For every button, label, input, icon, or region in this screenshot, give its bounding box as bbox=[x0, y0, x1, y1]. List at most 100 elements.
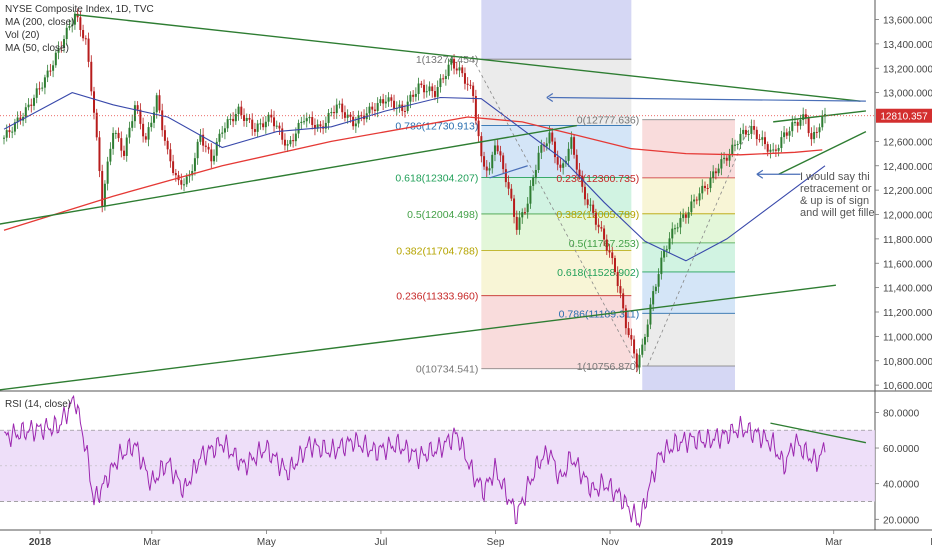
fib-band bbox=[481, 0, 632, 60]
candle-body bbox=[49, 70, 52, 72]
candle-body bbox=[488, 168, 491, 171]
candle-body bbox=[226, 119, 229, 129]
fib-band bbox=[642, 313, 735, 367]
candle-body bbox=[87, 38, 90, 62]
candle-body bbox=[668, 238, 671, 250]
fib-level-label: 0.618(11528.902) bbox=[557, 267, 639, 279]
candle-body bbox=[202, 134, 205, 146]
candle-body bbox=[663, 250, 666, 258]
candle-body bbox=[52, 65, 55, 71]
candle-body bbox=[98, 137, 101, 172]
candle-body bbox=[682, 214, 685, 219]
candle-body bbox=[641, 344, 644, 355]
candle-body bbox=[278, 125, 281, 129]
candle-body bbox=[262, 123, 265, 128]
time-tick-label: Ma bbox=[930, 537, 932, 548]
candle-body bbox=[180, 180, 183, 185]
candle-body bbox=[466, 83, 469, 85]
candle-body bbox=[575, 154, 578, 170]
candle-body bbox=[450, 59, 453, 65]
candle-body bbox=[188, 175, 191, 177]
candle-body bbox=[551, 132, 554, 142]
candle-body bbox=[496, 145, 499, 152]
candle-body bbox=[161, 110, 164, 131]
candle-body bbox=[229, 118, 232, 120]
candle-body bbox=[142, 123, 145, 137]
candle-body bbox=[463, 73, 466, 84]
candle-body bbox=[458, 67, 461, 71]
candle-body bbox=[518, 217, 521, 230]
time-tick-label: May bbox=[257, 537, 276, 548]
candle-body bbox=[387, 97, 390, 102]
fib-connector bbox=[472, 59, 638, 366]
candle-body bbox=[804, 114, 807, 119]
candle-body bbox=[736, 144, 739, 146]
candle-body bbox=[717, 168, 720, 174]
candle-body bbox=[412, 94, 415, 97]
candle-body bbox=[583, 186, 586, 200]
fib-band bbox=[481, 125, 632, 178]
candle-body bbox=[120, 138, 123, 151]
candle-body bbox=[523, 212, 526, 214]
candle-body bbox=[570, 137, 573, 149]
candle-body bbox=[477, 120, 480, 137]
candle-body bbox=[324, 122, 327, 129]
candle-body bbox=[8, 130, 11, 133]
candle-body bbox=[281, 128, 284, 140]
candle-body bbox=[453, 59, 456, 69]
candle-body bbox=[273, 117, 276, 127]
candle-body bbox=[665, 249, 668, 251]
candle-body bbox=[183, 184, 186, 186]
fib-level-label: 0(10734.541) bbox=[416, 364, 478, 376]
candle-body bbox=[725, 157, 728, 161]
candle-body bbox=[780, 137, 783, 149]
fib-band bbox=[642, 366, 735, 390]
candle-body bbox=[436, 87, 439, 97]
time-tick-label: Mar bbox=[825, 537, 843, 548]
candle-body bbox=[739, 133, 742, 145]
candle-body bbox=[308, 117, 311, 119]
candle-body bbox=[821, 116, 824, 128]
candle-body bbox=[172, 161, 175, 174]
candle-body bbox=[373, 109, 376, 111]
candle-body bbox=[311, 117, 314, 125]
candle-body bbox=[788, 131, 791, 136]
candle-body bbox=[761, 137, 764, 140]
candle-body bbox=[289, 140, 292, 145]
candlestick-series bbox=[3, 8, 826, 374]
candle-body bbox=[472, 85, 475, 97]
rsi-trendline bbox=[770, 422, 867, 444]
fib-level-label: 0.236(12300.735) bbox=[556, 173, 639, 185]
candle-body bbox=[109, 148, 112, 162]
candle-body bbox=[423, 84, 426, 93]
candle-body bbox=[758, 139, 761, 141]
candle-body bbox=[382, 99, 385, 104]
candle-body bbox=[807, 118, 810, 134]
candle-body bbox=[493, 145, 496, 155]
note-line: and will get fille bbox=[800, 207, 875, 219]
candle-body bbox=[223, 128, 226, 133]
candle-body bbox=[352, 116, 355, 127]
candle-body bbox=[112, 133, 115, 149]
candle-body bbox=[813, 131, 816, 140]
candle-body bbox=[292, 140, 295, 142]
candle-body bbox=[444, 76, 447, 79]
candle-body bbox=[474, 96, 477, 121]
candle-body bbox=[529, 185, 532, 204]
fib-level-label: 0.236(11333.960) bbox=[396, 291, 478, 303]
candle-body bbox=[65, 27, 68, 40]
candle-body bbox=[354, 123, 357, 127]
candle-body bbox=[343, 112, 346, 118]
candle-body bbox=[733, 144, 736, 146]
candle-body bbox=[403, 110, 406, 112]
candle-body bbox=[103, 183, 106, 207]
candle-body bbox=[35, 88, 38, 98]
candle-body bbox=[818, 127, 821, 133]
candle-body bbox=[349, 114, 352, 117]
candle-body bbox=[747, 133, 750, 135]
candle-body bbox=[150, 122, 153, 128]
candle-body bbox=[155, 95, 158, 113]
candle-body bbox=[608, 250, 611, 253]
fib-level-label: 0.786(12730.913) bbox=[395, 120, 478, 132]
